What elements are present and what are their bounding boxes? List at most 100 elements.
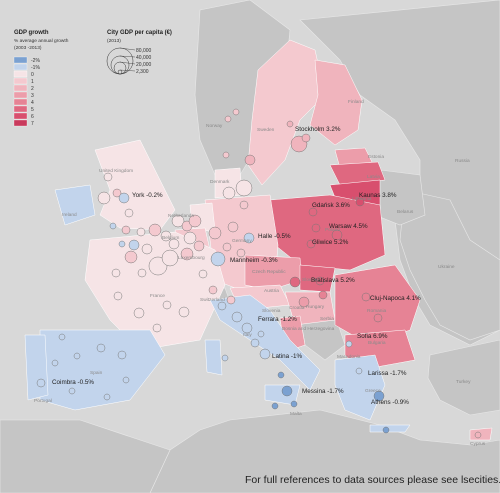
city-circle	[162, 300, 172, 310]
city-circle	[188, 214, 202, 228]
ukraine-land	[399, 189, 500, 341]
romania-area	[334, 264, 421, 346]
africa-west-land	[0, 419, 171, 493]
legend-swatch	[13, 63, 28, 71]
north-africa-land	[149, 409, 500, 493]
city-circle	[222, 242, 232, 252]
country-label-france: France	[150, 293, 165, 299]
city-circle	[232, 108, 240, 116]
country-label-estonia: Estonia	[368, 154, 384, 160]
latvia-area	[329, 161, 386, 186]
city-label-bratislava: Bratislava 5.2%	[311, 277, 355, 284]
city-circle	[250, 338, 260, 348]
city-circle	[178, 306, 190, 318]
city-circle	[124, 208, 134, 218]
city-circle	[373, 390, 385, 402]
city-circle	[152, 323, 162, 333]
city-circle	[298, 296, 310, 308]
city-circle	[318, 290, 328, 300]
country-label-croatia: Croatia	[289, 305, 305, 311]
legend-swatch	[13, 77, 28, 85]
country-label-slovakia: Slovakia	[302, 277, 320, 283]
legend-swatch	[13, 91, 28, 99]
city-circle	[118, 240, 126, 248]
size-label-2300: 2,300	[136, 69, 149, 75]
legend-swatch-label: 4	[31, 100, 34, 106]
city-circle	[241, 322, 253, 334]
city-circle	[210, 251, 226, 267]
city-circle	[308, 207, 318, 217]
city-circle	[117, 350, 127, 360]
city-circle	[311, 223, 321, 233]
poland-area	[269, 194, 386, 271]
city-circle	[224, 115, 232, 123]
city-circle	[235, 179, 253, 197]
city-circle	[243, 232, 255, 244]
city-circle	[148, 223, 162, 237]
country-label-bosnia: Bosnia and Herzegovina	[282, 326, 335, 332]
city-circle	[208, 226, 222, 240]
city-label-gliwice: Gliwice 5.2%	[312, 239, 349, 246]
country-label-serbia: Serbia	[320, 316, 334, 322]
city-label-latina: Latina -1%	[272, 353, 303, 360]
city-circle	[217, 301, 227, 311]
city-circles	[36, 108, 482, 439]
city-circle	[183, 231, 197, 245]
country-label-belgium: Belgium	[162, 235, 179, 241]
legend-swatch-label: 2	[31, 86, 34, 92]
country-label-ireland: Ireland	[62, 212, 77, 218]
city-label-athens: Athens -0.9%	[371, 399, 409, 406]
city-circle	[168, 238, 180, 250]
legend-swatch-label: 5	[31, 107, 34, 113]
city-label-sofia: Sofia 6.9%	[357, 333, 388, 340]
crete-area	[369, 424, 411, 433]
city-label-warsaw: Warsaw 4.5%	[329, 223, 368, 230]
country-label-switzerland: Switzerland	[200, 297, 225, 303]
size-label-40000: 40,000	[136, 55, 152, 61]
city-label-gdansk: Gdańsk 3.6%	[312, 202, 350, 209]
city-circle	[36, 378, 46, 388]
city-circle	[136, 227, 146, 237]
city-circle	[73, 352, 81, 360]
city-circle	[244, 154, 256, 166]
city-circle	[171, 214, 185, 228]
city-circle	[121, 225, 131, 235]
city-circle	[113, 291, 123, 301]
country-label-luxembourg: Luxembourg	[178, 255, 205, 261]
city-circle	[128, 239, 140, 251]
legend-title: GDP growth	[14, 30, 49, 36]
city-circle	[221, 354, 229, 362]
city-label-stockholm: Stockholm 3.2%	[295, 126, 341, 133]
czech-area	[244, 254, 303, 291]
country-label-sweden: Sweden	[257, 127, 275, 133]
country-label-ukraine: Ukraine	[438, 264, 455, 270]
city-label-larissa: Larissa -1.7%	[368, 370, 407, 377]
country-label-norway: Norway	[206, 123, 223, 129]
legend-swatch-label: 3	[31, 93, 34, 99]
country-label-italy: Italy	[243, 332, 252, 338]
city-circle	[306, 239, 316, 249]
city-circle	[148, 256, 168, 276]
legend-swatch-label: 0	[31, 72, 34, 78]
country-label-cyprus: Cyprus	[470, 441, 486, 447]
city-circle	[345, 340, 353, 348]
legend-swatch-label: 6	[31, 114, 34, 120]
country-label-romania: Romania	[367, 308, 387, 314]
country-label-hungary: Hungary	[306, 304, 325, 310]
country-label-spain: Spain	[90, 370, 103, 376]
size-legend-subtitle: (2013)	[107, 38, 121, 44]
country-label-germany: Germany	[232, 238, 252, 244]
city-circle	[331, 229, 343, 241]
city-circle	[281, 385, 293, 397]
country-label-poland: Poland	[325, 227, 340, 233]
legend-subtitle-line1: % average annual growth	[14, 38, 69, 44]
country-label-slovenia: Slovenia	[262, 308, 281, 314]
city-circle	[277, 371, 285, 379]
city-circle	[373, 313, 383, 323]
legend-swatch	[13, 119, 28, 127]
size-legend: City GDP per capita (€) (2013) 80,000 40…	[106, 30, 172, 75]
city-label-kaunas: Kaunas 3.8%	[359, 192, 397, 199]
country-label-belarus: Belarus	[397, 209, 414, 215]
city-circle	[124, 250, 138, 264]
